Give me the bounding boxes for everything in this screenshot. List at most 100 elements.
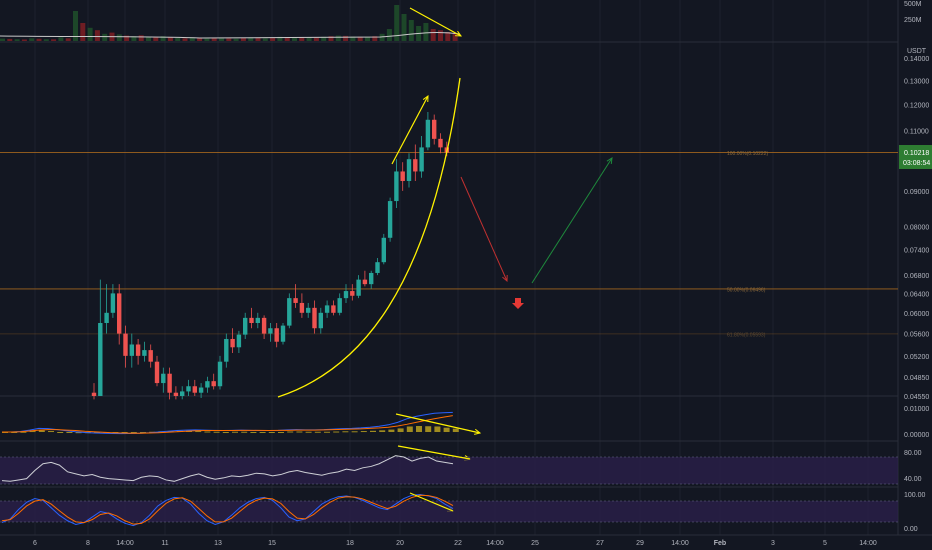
volume-tick-label: 500M: [904, 1, 922, 8]
volume-bar: [248, 37, 254, 41]
macd-histogram-bar: [213, 431, 220, 433]
volume-bar: [7, 38, 13, 41]
candle-body: [198, 387, 204, 393]
volume-bar: [204, 38, 210, 41]
macd-histogram-bar: [443, 427, 450, 432]
volume-bar: [313, 37, 319, 41]
volume-bar: [394, 5, 400, 41]
volume-bar: [408, 20, 414, 41]
volume-bar: [284, 37, 290, 41]
candle-body: [192, 386, 197, 393]
macd-histogram-bar: [140, 432, 146, 433]
time-axis[interactable]: 6 8 14:00 11 13 15 18 20 22 14:00 25 27 29 14:00 Feb 3 5…: [33, 540, 877, 547]
volume-bar: [14, 39, 20, 41]
time-tick-label: 14:00: [859, 540, 877, 547]
candle-body: [117, 293, 122, 334]
candle-body: [432, 119, 437, 139]
stochastic-rsi-pane: [0, 492, 898, 527]
time-tick-label: 14:00: [671, 540, 689, 547]
macd-histogram-bar: [397, 428, 404, 432]
macd-histogram-bar: [379, 430, 386, 432]
candle-body: [249, 317, 254, 324]
time-tick-label: 3: [771, 540, 775, 547]
candle-body: [110, 293, 116, 313]
candle-body: [142, 350, 147, 356]
volume-bar: [94, 30, 100, 41]
candle-body: [369, 272, 374, 285]
macd-histogram-bar: [370, 430, 376, 432]
macd-tick-label: 0.00000: [904, 432, 929, 439]
volume-bar: [255, 38, 261, 41]
macd-histogram-bar: [11, 432, 18, 433]
volume-bar: [58, 37, 64, 41]
macd-histogram-bar: [314, 431, 321, 433]
current-price-tag: 0.10218 03:08:54: [899, 145, 932, 169]
candle-body: [381, 237, 386, 263]
time-tick-label: Feb: [714, 540, 726, 547]
macd-histogram-bar: [434, 426, 441, 432]
candle-body: [274, 328, 279, 342]
candle-body: [148, 350, 153, 362]
fib-label: 61.80%(0.05593): [727, 332, 766, 338]
macd-histogram-bar: [57, 432, 64, 433]
candle-body: [91, 392, 97, 396]
candle-body: [400, 171, 405, 182]
candle-body: [236, 334, 242, 348]
macd-divergence-arrow: [395, 413, 481, 434]
projected-drop-arrow-head: [502, 274, 508, 283]
macd-histogram-bar: [75, 432, 82, 434]
candle-body: [129, 344, 134, 356]
rsi-tick-label: 80.00: [904, 450, 922, 457]
macd-histogram-bar: [20, 431, 27, 433]
candle-series: [91, 111, 449, 400]
volume-bar: [21, 39, 27, 41]
candle-body: [375, 262, 380, 273]
macd-histogram-bar: [38, 430, 45, 432]
macd-histogram-bar: [388, 429, 395, 432]
volume-bar: [0, 38, 5, 41]
candle-body: [186, 386, 191, 392]
volume-pane: [0, 5, 461, 41]
volume-bar: [306, 37, 312, 41]
countdown-label: 03:08:54: [903, 160, 930, 167]
price-tick-label: 0.04550: [904, 394, 929, 401]
candle-body: [217, 361, 223, 387]
time-tick-label: 22: [454, 540, 462, 547]
volume-bar: [328, 36, 334, 41]
rsi-pane: [0, 445, 898, 485]
macd-histogram-bar: [342, 431, 349, 433]
candle-body: [173, 392, 179, 396]
price-axis[interactable]: USDT 0.140000.130000.120000.110000.10000…: [904, 1, 929, 533]
volume-ma-line: [0, 32, 461, 39]
parabolic-curve-annotation: [277, 77, 461, 398]
candle-body: [419, 147, 424, 172]
price-tick-label: 0.09000: [904, 189, 929, 196]
projected-drop-arrow: [460, 176, 508, 282]
volume-bar: [36, 38, 42, 41]
volume-bar: [219, 38, 224, 41]
volume-bar: [438, 30, 443, 41]
volume-bar: [167, 37, 173, 41]
current-price-tag-bg: [899, 145, 932, 169]
candle-body: [255, 317, 260, 324]
annotation-drawings: [277, 7, 613, 512]
volume-bar: [197, 37, 203, 41]
stoch-d-line: [1, 494, 454, 525]
volume-bar: [430, 29, 436, 41]
time-tick-label: 27: [596, 540, 604, 547]
macd-histogram-bar: [121, 432, 128, 433]
candle-body: [268, 328, 273, 334]
candle-body: [425, 119, 431, 148]
volume-bar: [386, 29, 392, 41]
volume-bar: [146, 36, 151, 41]
volume-bar: [226, 38, 232, 41]
volume-bar: [29, 38, 35, 41]
macd-histogram-bar: [130, 432, 137, 433]
volume-bar: [277, 36, 283, 41]
price-tick-label: 0.13000: [904, 78, 929, 85]
candle-body: [337, 298, 342, 313]
volume-bar: [189, 37, 195, 41]
price-tick-label: 0.05600: [904, 332, 929, 339]
macd-pane: [2, 411, 481, 435]
